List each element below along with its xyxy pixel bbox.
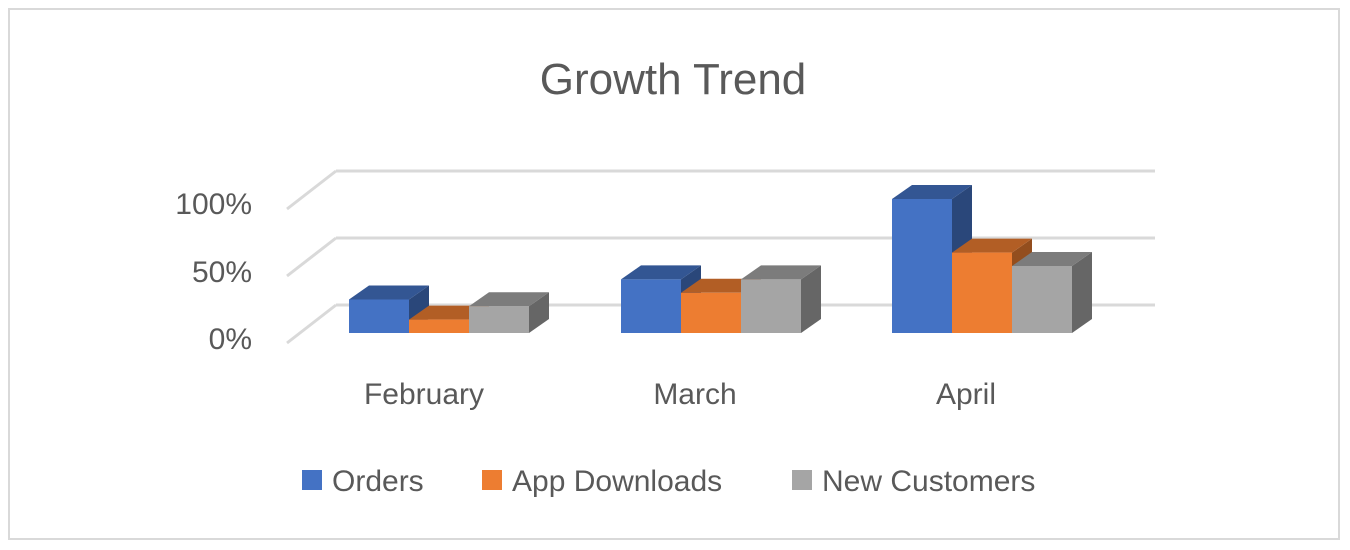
bar-new-customers-april (1012, 252, 1092, 333)
chart-title: Growth Trend (540, 55, 807, 104)
category-labels: February March April (364, 378, 996, 411)
legend-item-orders: Orders (302, 465, 424, 498)
category-label: March (653, 378, 736, 411)
legend: Orders App Downloads New Customers (302, 465, 1035, 498)
y-axis-ticks: 0% 50% 100% (175, 188, 252, 356)
legend-item-new-customers: New Customers (792, 465, 1035, 498)
category-label: February (364, 378, 484, 411)
legend-item-app-downloads: App Downloads (482, 465, 722, 498)
legend-swatch (302, 470, 322, 490)
bar-orders-february (349, 285, 429, 333)
legend-label: Orders (332, 465, 424, 498)
gridline-100 (286, 169, 1155, 211)
y-tick-label: 50% (192, 256, 252, 289)
y-tick-label: 0% (209, 323, 252, 356)
legend-swatch (482, 470, 502, 490)
legend-swatch (792, 470, 812, 490)
gridline-50 (286, 236, 1155, 278)
legend-label: New Customers (822, 465, 1035, 498)
bars (349, 185, 1092, 333)
category-label: April (936, 378, 996, 411)
bar-new-customers-march (741, 265, 821, 333)
y-tick-label: 100% (175, 188, 252, 221)
legend-label: App Downloads (512, 465, 722, 498)
bar-new-customers-february (469, 292, 549, 333)
